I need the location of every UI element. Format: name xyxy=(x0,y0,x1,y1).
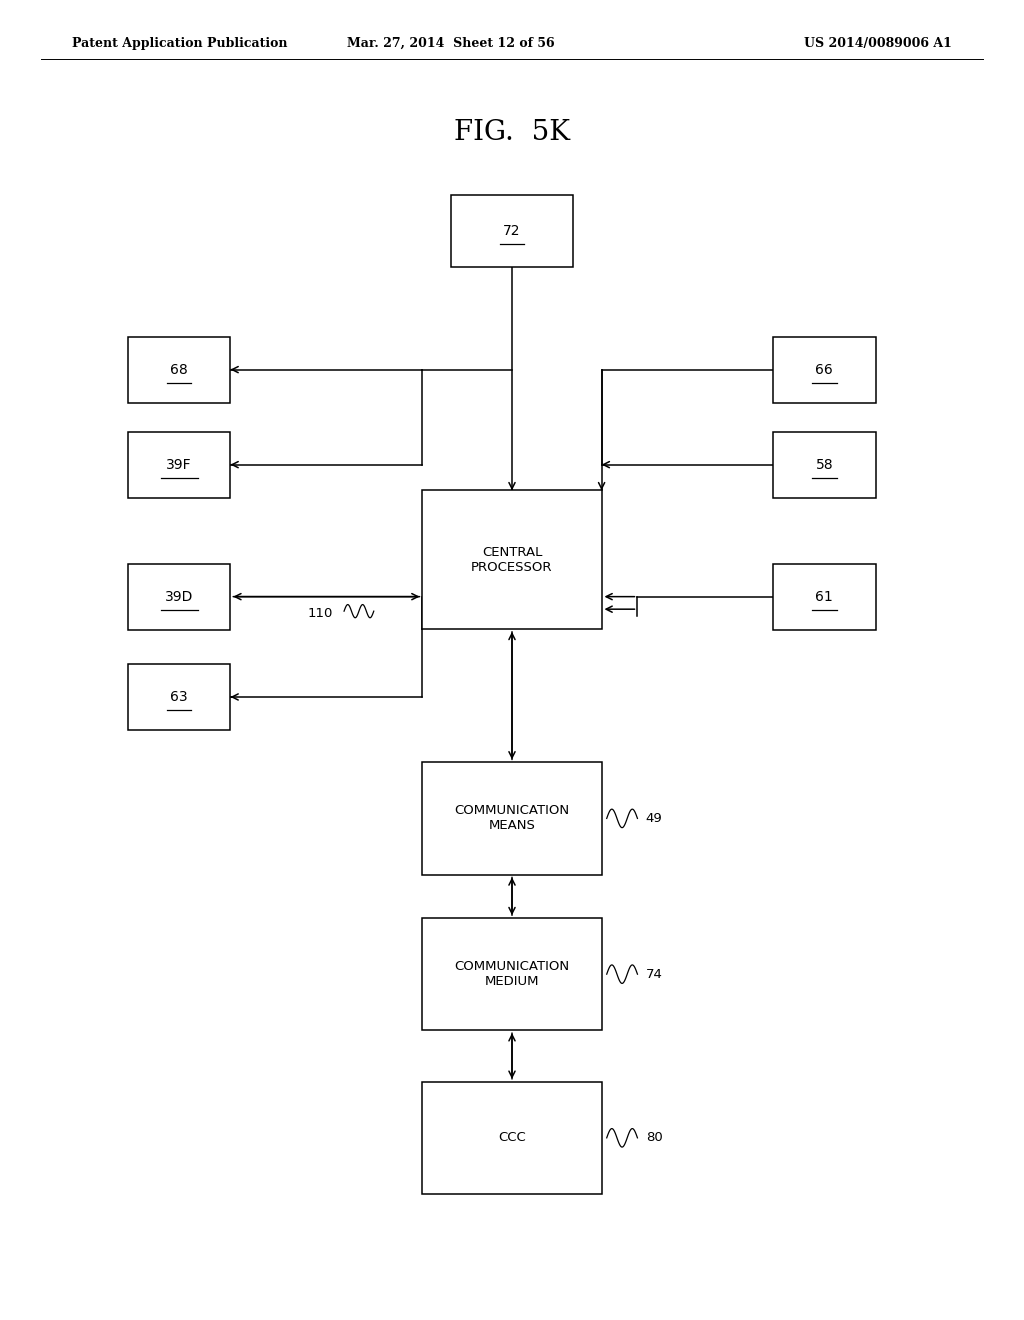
Text: FIG.  5K: FIG. 5K xyxy=(454,119,570,145)
Text: COMMUNICATION
MEANS: COMMUNICATION MEANS xyxy=(455,804,569,833)
Text: 61: 61 xyxy=(815,590,834,603)
Text: Mar. 27, 2014  Sheet 12 of 56: Mar. 27, 2014 Sheet 12 of 56 xyxy=(347,37,554,50)
Text: 63: 63 xyxy=(170,690,188,704)
Text: Patent Application Publication: Patent Application Publication xyxy=(72,37,287,50)
Text: CENTRAL
PROCESSOR: CENTRAL PROCESSOR xyxy=(471,545,553,574)
Bar xyxy=(773,564,876,630)
Text: 39D: 39D xyxy=(165,590,194,603)
Text: 39F: 39F xyxy=(166,458,193,471)
Text: 49: 49 xyxy=(646,812,663,825)
Text: 68: 68 xyxy=(170,363,188,376)
Bar xyxy=(422,762,601,874)
Text: 72: 72 xyxy=(503,224,521,238)
Text: COMMUNICATION
MEDIUM: COMMUNICATION MEDIUM xyxy=(455,960,569,989)
Bar xyxy=(773,337,876,403)
Text: 58: 58 xyxy=(815,458,834,471)
Bar xyxy=(128,564,230,630)
Bar xyxy=(422,919,601,1030)
Bar xyxy=(422,491,601,630)
Bar xyxy=(128,664,230,730)
Text: 66: 66 xyxy=(815,363,834,376)
Bar xyxy=(128,337,230,403)
Text: 110: 110 xyxy=(307,607,333,620)
Text: 74: 74 xyxy=(646,968,663,981)
Bar xyxy=(422,1082,601,1193)
Bar xyxy=(773,432,876,498)
Text: US 2014/0089006 A1: US 2014/0089006 A1 xyxy=(805,37,952,50)
Bar xyxy=(451,194,573,267)
Text: CCC: CCC xyxy=(498,1131,526,1144)
Bar xyxy=(128,432,230,498)
Text: 80: 80 xyxy=(646,1131,663,1144)
